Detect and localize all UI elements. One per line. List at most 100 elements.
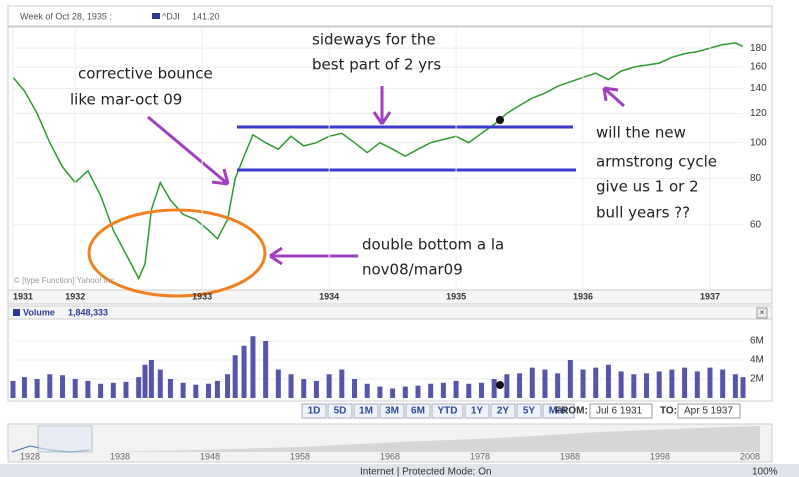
marker-dot: [496, 116, 504, 124]
header-bar: [7, 5, 773, 27]
annotation: nov08/mar09: [362, 261, 463, 279]
range-label[interactable]: Max: [549, 406, 569, 417]
volume-title: Volume: [23, 307, 55, 317]
from-input[interactable]: [589, 403, 653, 419]
volume-bar: [275, 369, 281, 398]
volume-bar: [644, 373, 650, 398]
x-tick-label: 1937: [700, 291, 720, 301]
range-button[interactable]: [464, 403, 490, 419]
x-tick-label: 1933: [192, 291, 212, 301]
range-button[interactable]: [301, 403, 327, 419]
y-tick-label: 2M: [750, 374, 764, 385]
overview-year: 1968: [380, 451, 400, 461]
volume-bar: [241, 345, 247, 398]
range-button[interactable]: [327, 403, 353, 419]
x-tick-label: 1935: [446, 291, 466, 301]
volume-bar: [123, 381, 129, 398]
volume-bar: [415, 385, 421, 398]
volume-bar: [669, 369, 675, 398]
status-text: Internet | Protected Mode: On: [360, 467, 492, 477]
volume-bar: [529, 367, 535, 398]
range-label[interactable]: 6M: [411, 406, 425, 417]
y-tick-label: 160: [750, 62, 767, 73]
y-tick-label: 100: [750, 137, 767, 148]
range-button[interactable]: [516, 403, 542, 419]
volume-bar: [250, 336, 256, 398]
volume-bar: [263, 341, 269, 398]
zoom-level[interactable]: 100%: [752, 467, 778, 477]
volume-bar: [656, 371, 662, 398]
range-label[interactable]: 5Y: [523, 406, 536, 417]
volume-bar: [47, 374, 53, 398]
range-label[interactable]: 1M: [359, 406, 373, 417]
range-button[interactable]: [405, 403, 431, 419]
x-tick-label: 1931: [13, 291, 33, 301]
volume-bar: [504, 374, 510, 398]
volume-bar: [72, 379, 78, 398]
volume-header: [7, 305, 773, 320]
range-label[interactable]: 3M: [385, 406, 399, 417]
volume-bar: [206, 383, 212, 398]
volume-bar: [618, 371, 624, 398]
volume-bar: [60, 375, 66, 398]
range-label[interactable]: 1Y: [471, 406, 484, 417]
volume-bar: [364, 383, 370, 398]
volume-bar: [707, 367, 713, 398]
overview-year: 1928: [20, 451, 40, 461]
legend-last: 141.20: [192, 11, 220, 21]
volume-bar: [402, 386, 408, 398]
overview-year: 2008: [740, 451, 760, 461]
arrow: [372, 86, 392, 125]
volume-bar: [21, 377, 27, 398]
volume-bar: [440, 382, 446, 398]
volume-bar: [720, 369, 726, 398]
range-button[interactable]: [379, 403, 405, 419]
volume-bar: [193, 384, 199, 398]
arrow: [147, 115, 230, 186]
volume-bar: [732, 374, 738, 398]
arrow: [269, 246, 358, 266]
annotation: double bottom a la: [362, 236, 504, 254]
volume-bar: [34, 379, 40, 398]
range-button[interactable]: [542, 403, 575, 419]
volume-bar: [593, 367, 599, 398]
range-button[interactable]: [353, 403, 379, 419]
volume-bar: [167, 379, 173, 398]
arrows: [147, 86, 626, 266]
range-label[interactable]: 1D: [308, 406, 321, 417]
close-icon[interactable]: ×: [760, 308, 765, 317]
range-button[interactable]: [431, 403, 464, 419]
volume-bar: [682, 367, 688, 398]
overview-year: 1978: [470, 451, 490, 461]
volume-bar: [428, 383, 434, 398]
overview-year: 1988: [560, 451, 580, 461]
to-label: TO:: [660, 406, 677, 417]
to-input[interactable]: [677, 403, 741, 419]
week-label: Week of Oct 28, 1935 :: [20, 11, 112, 21]
volume-bar: [740, 377, 746, 398]
close-button[interactable]: [756, 307, 768, 319]
price-panel: [7, 26, 773, 291]
volume-bar: [232, 355, 238, 398]
volume-bar: [605, 364, 611, 398]
range-label[interactable]: 2Y: [497, 406, 510, 417]
from-label: FROM:: [555, 406, 588, 417]
annotation: like mar-oct 09: [70, 91, 182, 109]
range-label[interactable]: 5D: [334, 406, 347, 417]
y-tick-label: 4M: [750, 355, 764, 366]
volume-bar: [517, 373, 523, 398]
volume-bar: [542, 369, 548, 398]
annotation: best part of 2 yrs: [312, 56, 441, 74]
volume-bar: [136, 377, 142, 398]
volume-bar: [301, 379, 307, 398]
range-label[interactable]: YTD: [438, 406, 458, 417]
x-axis-band: [7, 289, 773, 305]
volume-bar: [326, 374, 332, 398]
highlight-ellipse: [87, 208, 267, 298]
annotation: sideways for the: [312, 31, 436, 49]
legend-symbol: ^DJI: [162, 11, 180, 21]
volume-bar: [288, 374, 294, 398]
range-button[interactable]: [490, 403, 516, 419]
overview-window[interactable]: [37, 425, 93, 453]
volume-bar: [85, 380, 91, 398]
